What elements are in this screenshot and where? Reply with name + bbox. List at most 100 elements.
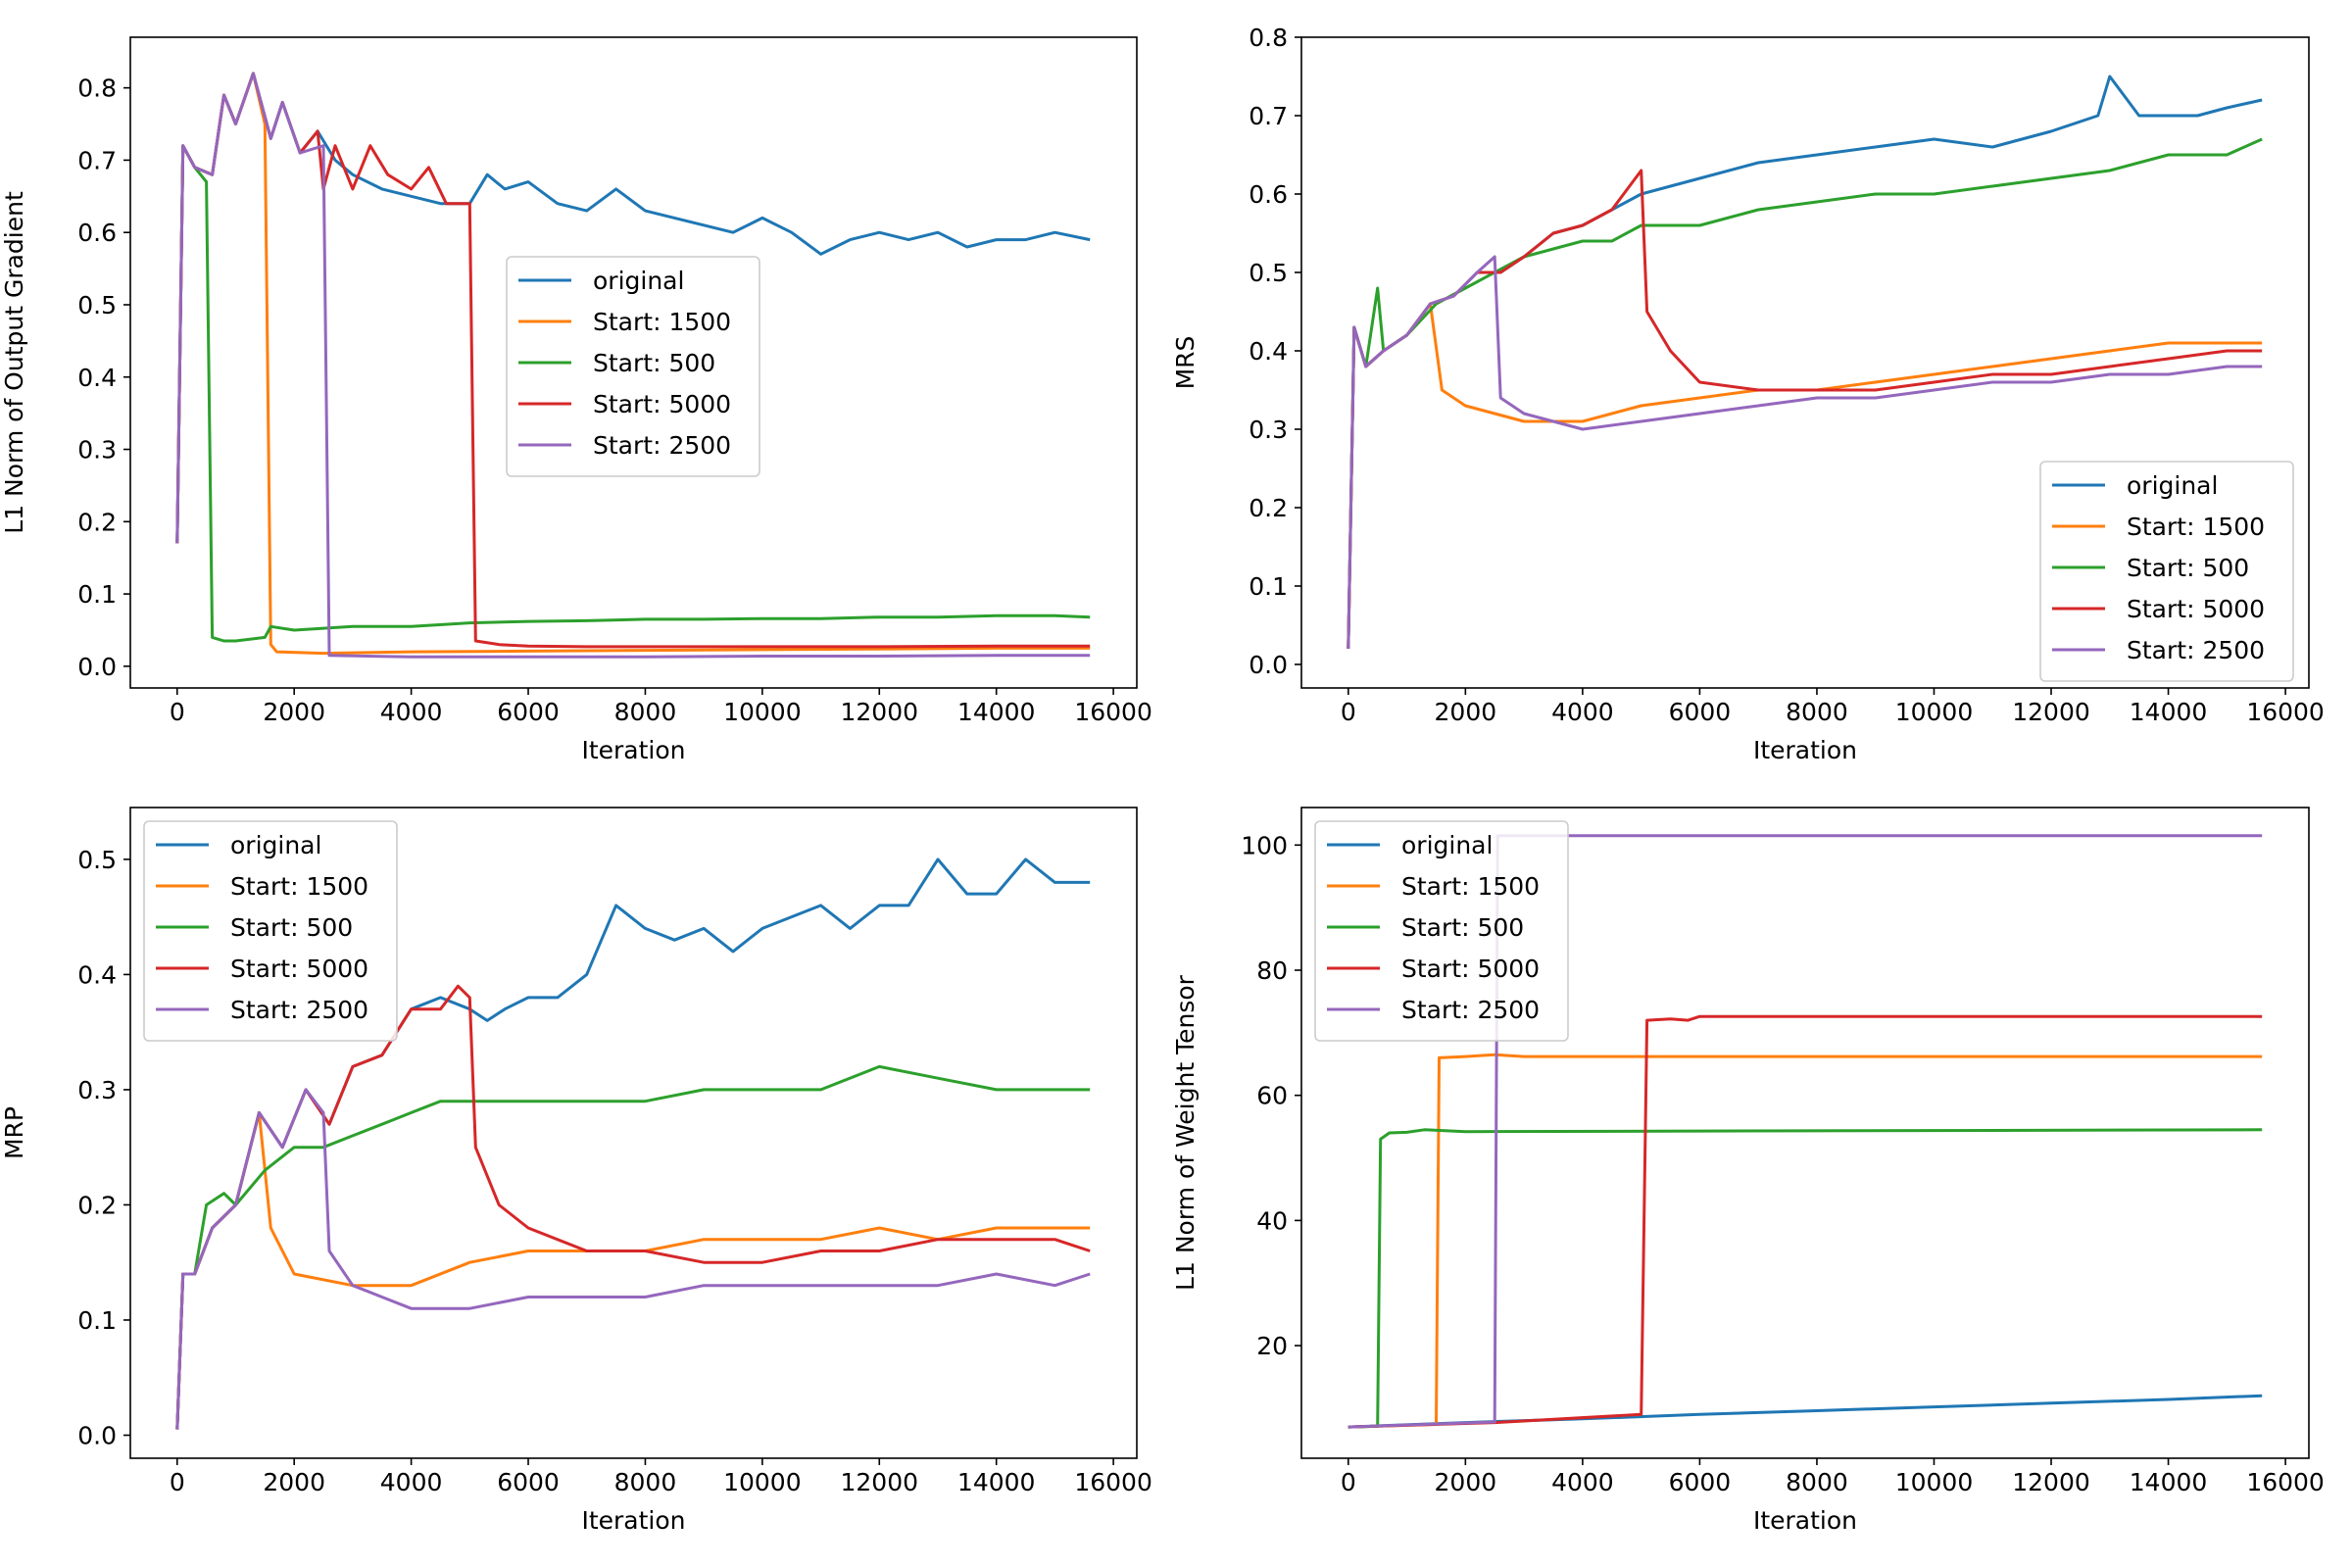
y-tick-label: 0.5 <box>77 291 117 319</box>
x-tick-label: 14000 <box>957 698 1036 726</box>
axes-frame <box>129 807 1138 1459</box>
y-tick-label: 0.8 <box>1249 24 1288 52</box>
series-line-start-500 <box>175 144 1091 643</box>
x-tick-label: 8000 <box>614 1468 677 1496</box>
x-tick-label: 2000 <box>263 698 325 726</box>
axes-frame <box>1300 36 2310 689</box>
legend-entry: Start: 2500 <box>2127 636 2265 664</box>
y-tick-label: 0.8 <box>77 74 117 103</box>
legend-entry: Start: 500 <box>230 913 353 942</box>
y-tick-label: 0.5 <box>1249 259 1288 287</box>
x-tick-label: 2000 <box>1435 1468 1497 1496</box>
series-line-start-2500 <box>1348 834 2263 1429</box>
legend-entry: Start: 1500 <box>230 872 368 901</box>
legend-entry: Start: 5000 <box>593 390 731 418</box>
y-axis-label: L1 Norm of Output Gradient <box>0 191 28 534</box>
x-tick-label: 2000 <box>1435 698 1497 726</box>
x-tick-label: 12000 <box>2012 1468 2090 1496</box>
x-tick-label: 8000 <box>1786 698 1848 726</box>
series-line-start-2500 <box>175 72 1091 659</box>
series-line-start-500 <box>1348 1128 2263 1429</box>
y-tick-label: 0.0 <box>77 1421 117 1449</box>
series-line-start-5000 <box>1348 1014 2263 1429</box>
x-tick-label: 6000 <box>1669 1468 1732 1496</box>
x-axis-label: Iteration <box>581 1506 685 1535</box>
y-tick-label: 0.1 <box>77 1306 117 1335</box>
y-tick-label: 0.4 <box>1249 337 1288 366</box>
x-tick-label: 16000 <box>2246 1468 2325 1496</box>
x-tick-label: 8000 <box>1786 1468 1848 1496</box>
x-axis-label: Iteration <box>1753 736 1857 764</box>
x-tick-label: 14000 <box>2130 1468 2208 1496</box>
x-tick-label: 10000 <box>1895 698 1974 726</box>
y-tick-label: 40 <box>1256 1206 1288 1235</box>
y-tick-label: 0.6 <box>77 219 117 247</box>
y-tick-label: 0.0 <box>77 653 117 681</box>
legend-box <box>506 256 760 477</box>
y-tick-label: 0.4 <box>77 364 117 392</box>
legend-entry: Start: 2500 <box>230 996 368 1024</box>
series-line-start-1500 <box>1348 1053 2263 1429</box>
legend-entry: Start: 500 <box>1401 913 1524 942</box>
y-tick-label: 0.3 <box>77 436 117 465</box>
legend-entry: Start: 1500 <box>2127 513 2265 541</box>
x-tick-label: 10000 <box>723 1468 802 1496</box>
legend-entry: Start: 500 <box>593 349 715 377</box>
x-tick-label: 16000 <box>2246 698 2325 726</box>
x-tick-label: 0 <box>170 698 185 726</box>
x-tick-label: 4000 <box>1551 1468 1614 1496</box>
y-tick-label: 0.3 <box>1249 416 1288 444</box>
y-tick-label: 0.1 <box>1249 572 1288 601</box>
series-line-start-2500 <box>175 1088 1091 1430</box>
legend-entry: Start: 5000 <box>2127 595 2265 623</box>
axes-frame <box>1300 807 2310 1459</box>
y-axis-label: MRP <box>0 1106 28 1159</box>
legend-entry: Start: 5000 <box>230 955 368 983</box>
y-tick-label: 0.2 <box>77 508 117 536</box>
chart-panel-4: 0 2000 4000 6000 8000 10000 12000 14000 16000 20 4… <box>1171 807 2325 1535</box>
series-line-start-5000 <box>175 984 1091 1430</box>
x-tick-label: 16000 <box>1074 1468 1152 1496</box>
legend-entry: Start: 500 <box>2127 554 2249 582</box>
series-line-start-2500 <box>1347 255 2263 650</box>
y-tick-label: 80 <box>1256 956 1288 985</box>
legend-entry: Start: 1500 <box>593 308 731 336</box>
x-axis-label: Iteration <box>581 736 685 764</box>
x-tick-label: 4000 <box>380 1468 443 1496</box>
x-tick-label: 0 <box>1341 698 1356 726</box>
axes-frame <box>129 36 1138 689</box>
x-tick-label: 12000 <box>841 698 919 726</box>
legend: original Start: 1500 Start: 500 Start: 5000… <box>143 820 398 1042</box>
y-axis-label: L1 Norm of Weight Tensor <box>1171 974 1200 1291</box>
x-tick-label: 10000 <box>1895 1468 1974 1496</box>
y-tick-label: 0.1 <box>77 580 117 609</box>
x-tick-label: 4000 <box>380 698 443 726</box>
x-tick-label: 0 <box>1341 1468 1356 1496</box>
y-tick-label: 0.4 <box>77 960 117 989</box>
legend-box <box>1314 820 1569 1042</box>
x-tick-label: 16000 <box>1074 698 1152 726</box>
y-tick-label: 0.2 <box>1249 494 1288 522</box>
legend-entry: Start: 2500 <box>1401 996 1540 1024</box>
x-tick-label: 4000 <box>1551 698 1614 726</box>
legend-box <box>2039 461 2294 682</box>
y-tick-label: 0.0 <box>1249 651 1288 679</box>
x-tick-label: 12000 <box>2012 698 2090 726</box>
legend: original Start: 1500 Start: 500 Start: 5000… <box>2039 461 2294 682</box>
y-tick-label: 0.5 <box>77 846 117 874</box>
y-tick-label: 0.7 <box>1249 102 1288 130</box>
legend: original Start: 1500 Start: 500 Start: 5000… <box>506 256 760 477</box>
x-axis-label: Iteration <box>1753 1506 1857 1535</box>
chart-panel-2: 0 2000 4000 6000 8000 10000 12000 14000 16000 0.0… <box>1171 24 2325 764</box>
x-tick-label: 0 <box>170 1468 185 1496</box>
x-tick-label: 14000 <box>2130 698 2208 726</box>
y-tick-label: 0.7 <box>77 146 117 174</box>
x-tick-label: 6000 <box>1669 698 1732 726</box>
legend-entry: original <box>230 831 321 859</box>
legend: original Start: 1500 Start: 500 Start: 5000… <box>1314 820 1569 1042</box>
y-tick-label: 0.3 <box>77 1076 117 1104</box>
legend-box <box>143 820 398 1042</box>
legend-entry: Start: 2500 <box>593 431 731 460</box>
legend-entry: original <box>593 267 684 295</box>
